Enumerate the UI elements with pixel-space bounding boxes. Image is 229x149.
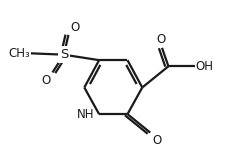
Text: O: O: [70, 21, 80, 34]
Text: CH₃: CH₃: [8, 47, 30, 60]
Text: O: O: [41, 74, 50, 87]
Text: O: O: [155, 34, 165, 46]
Text: S: S: [60, 48, 68, 61]
Text: O: O: [152, 134, 161, 147]
Text: NH: NH: [77, 108, 94, 121]
Text: OH: OH: [195, 60, 213, 73]
